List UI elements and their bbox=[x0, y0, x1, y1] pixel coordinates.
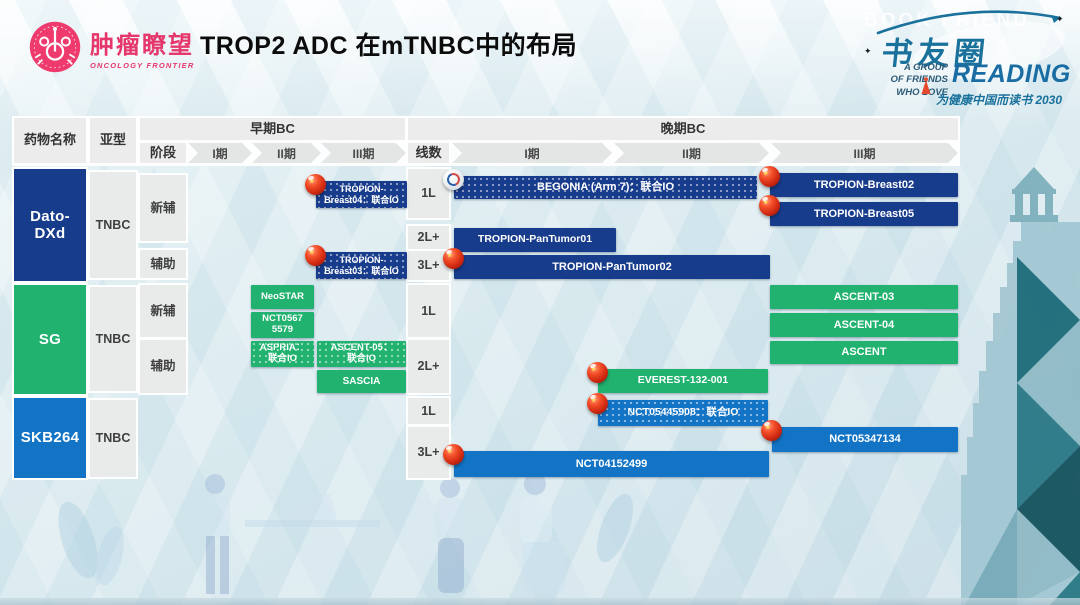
trial-bar-tropion-breast02: TROPION-Breast02 bbox=[759, 166, 958, 197]
china-flag-ball-icon bbox=[587, 362, 608, 383]
oncology-frontier-logo: 肿瘤瞭望 ONCOLOGY FRONTIER bbox=[28, 20, 194, 74]
trial-bar-tropion-pantumor01: TROPION-PanTumor01 bbox=[454, 228, 616, 252]
line-cell-sg-1l: 1L bbox=[406, 283, 451, 339]
stage-cell-sg-neoadjuvant: 新辅 bbox=[138, 283, 188, 339]
china-flag-ball-icon bbox=[759, 195, 780, 216]
oncology-frontier-logo-icon bbox=[29, 21, 81, 73]
drug-cell-skb264: SKB264 bbox=[12, 396, 88, 480]
trial-bar-ascent: ASCENT bbox=[770, 341, 958, 364]
reading-club-slogan: 为健康中国而读书 2030 bbox=[936, 93, 1063, 107]
globe-icon bbox=[443, 169, 464, 190]
subtype-cell-dato: TNBC bbox=[88, 170, 138, 280]
oncology-frontier-logo-text-cn: 肿瘤瞭望 bbox=[90, 31, 194, 59]
china-flag-ball-icon bbox=[443, 248, 464, 269]
drug-cell-dato-dxd: Dato- DXd bbox=[12, 167, 88, 283]
stage-cell-dato-neoadjuvant: 新辅 bbox=[138, 173, 188, 243]
trial-bar-ascent-04: ASCENT-04 bbox=[770, 313, 958, 337]
trial-bar-nct05675579: NCT0567 5579 bbox=[251, 312, 314, 338]
china-flag-ball-icon bbox=[305, 245, 326, 266]
phase-chevron-late-1: I期 bbox=[452, 143, 612, 163]
trial-bar-neostar: NeoSTAR bbox=[251, 285, 314, 309]
trial-bar-nct04152499: NCT04152499 bbox=[443, 444, 769, 477]
tagline-line-1: A GROUP bbox=[904, 62, 948, 73]
reading-club-logo: BOOK FRIEND 书友圈 READING A GROUP OF FRIEN… bbox=[856, 4, 1074, 107]
china-flag-ball-icon bbox=[305, 174, 326, 195]
line-cell-skb264-1l: 1L bbox=[406, 396, 451, 426]
trial-bar-aspria: ASPRIA： 联合IO bbox=[251, 341, 314, 367]
trial-bar-ascent-03: ASCENT-03 bbox=[770, 285, 958, 309]
phase-chevron-early-1: I期 bbox=[188, 143, 252, 163]
phase-chevron-late-2: II期 bbox=[614, 143, 769, 163]
trial-bar-nct05445908: NCT05445908：联合IO bbox=[587, 393, 768, 426]
group-header-late-bc: 晚期BC bbox=[406, 116, 960, 142]
china-flag-ball-icon bbox=[443, 444, 464, 465]
col-header-drug: 药物名称 bbox=[12, 116, 88, 165]
trial-bar-ascent-05: ASCENT-05： 联合IO bbox=[317, 341, 406, 367]
subtype-cell-skb264: TNBC bbox=[88, 398, 138, 479]
red-lighthouse-icon bbox=[921, 77, 931, 94]
china-flag-ball-icon bbox=[587, 393, 608, 414]
line-cell-sg-2l: 2L+ bbox=[406, 338, 451, 395]
tagline-line-2: OF FRIENDS bbox=[890, 74, 948, 86]
oncology-frontier-logo-text-en: ONCOLOGY FRONTIER bbox=[90, 60, 195, 70]
bottom-edge-strip bbox=[0, 598, 1080, 605]
col-header-lines: 线数 bbox=[406, 141, 451, 165]
trial-bar-tropion-breast04: TROPION- Breast04：联合IO bbox=[305, 174, 407, 208]
phase-chevron-late-3: III期 bbox=[771, 143, 958, 163]
swoosh-decoration bbox=[876, 10, 1062, 35]
col-header-subtype: 亚型 bbox=[88, 116, 138, 165]
page-title: TROP2 ADC 在mTNBC中的布局 bbox=[200, 32, 578, 60]
phase-chevron-early-3: III期 bbox=[321, 143, 406, 163]
trial-bar-nct05347134: NCT05347134 bbox=[761, 420, 958, 452]
reading-club-name-en: READING bbox=[952, 60, 1071, 88]
col-header-stage: 阶段 bbox=[138, 141, 188, 165]
trial-bar-sascia: SASCIA bbox=[317, 370, 406, 393]
phase-chevron-early-2: II期 bbox=[252, 143, 321, 163]
trial-bar-tropion-breast03: TROPION- Breast03：联合IO bbox=[305, 245, 407, 279]
sparkle-icon: ✦ bbox=[1056, 14, 1064, 24]
sparkle-icon: ✦ bbox=[864, 46, 872, 56]
trial-bar-begonia: BEGONIA (Arm 7)：联合IO bbox=[443, 169, 757, 199]
subtype-cell-sg: TNBC bbox=[88, 285, 138, 393]
group-header-early-bc: 早期BC bbox=[138, 116, 407, 142]
stage-cell-sg-adjuvant: 辅助 bbox=[138, 338, 188, 395]
stage-cell-dato-adjuvant: 辅助 bbox=[138, 248, 188, 280]
china-flag-ball-icon bbox=[759, 166, 780, 187]
drug-cell-sg: SG bbox=[12, 283, 88, 396]
trial-bar-tropion-pantumor02: TROPION-PanTumor02 bbox=[443, 248, 770, 279]
trial-bar-everest-132-001: EVEREST-132-001 bbox=[587, 362, 768, 393]
line-cell-dato-2l: 2L+ bbox=[406, 224, 451, 251]
china-flag-ball-icon bbox=[761, 420, 782, 441]
trial-bar-tropion-breast05: TROPION-Breast05 bbox=[759, 195, 958, 226]
